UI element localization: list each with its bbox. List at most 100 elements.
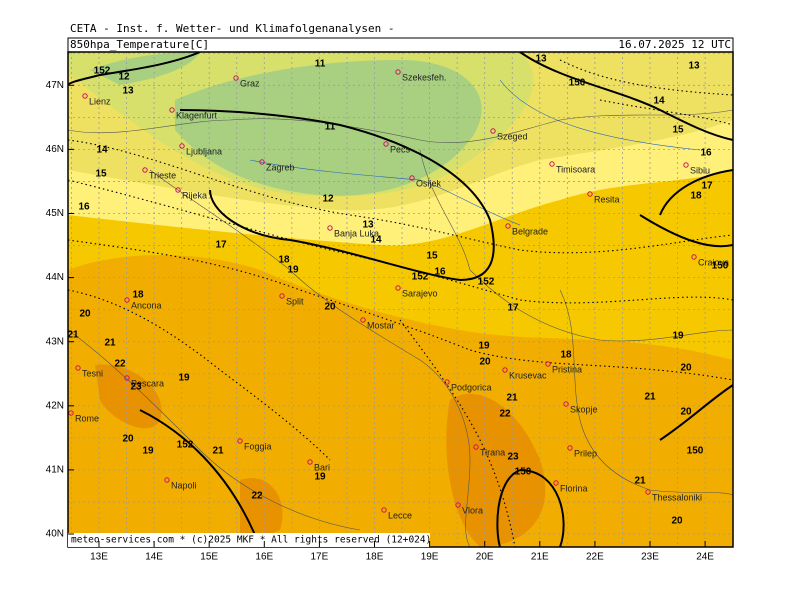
lon-label: 15E xyxy=(200,552,218,563)
contour-label: 150 xyxy=(712,261,729,272)
contour-label: 152 xyxy=(94,66,111,77)
lat-label: 42N xyxy=(46,400,64,411)
city-marker xyxy=(395,285,401,291)
city-label: Resita xyxy=(594,194,620,204)
city-label: Sarajevo xyxy=(402,288,438,298)
contour-label: 14 xyxy=(370,235,382,246)
city-label: Osijek xyxy=(416,178,442,188)
valid-time: 16.07.2025 12 UTC xyxy=(618,38,731,51)
city-label: Vlora xyxy=(462,505,483,515)
city-label: Szeged xyxy=(497,131,528,141)
field-coldest xyxy=(90,52,200,85)
parameter: 850hpa_Temperature[C] xyxy=(70,38,209,51)
city-label: Skopje xyxy=(570,404,598,414)
contour-label: 15 xyxy=(426,251,438,262)
city-marker xyxy=(179,143,185,149)
city-marker xyxy=(563,401,569,407)
contour-label: 18 xyxy=(132,290,144,301)
city-label: Podgorica xyxy=(451,382,492,392)
city-marker xyxy=(473,444,479,450)
city-label: Florina xyxy=(560,483,588,493)
city-marker xyxy=(645,489,651,495)
contour-label: 150 xyxy=(515,467,532,478)
city-label: Ancona xyxy=(131,300,162,310)
city-marker xyxy=(124,297,130,303)
city-marker xyxy=(169,107,175,113)
city-marker xyxy=(75,365,81,371)
field-hot xyxy=(446,393,546,547)
bold-isotherms xyxy=(68,52,733,547)
city-label: Graz xyxy=(240,78,260,88)
city-marker xyxy=(360,317,366,323)
axes: 47N 46N 45N 44N 43N 42N 41N 40N 13E 14E 15E 16E 17E 1… xyxy=(46,80,715,563)
contour-label: 17 xyxy=(701,181,713,192)
city-label: Tesni xyxy=(82,368,103,378)
city-marker xyxy=(553,480,559,486)
city-label: Krusevac xyxy=(509,370,547,380)
contour-label: 14 xyxy=(96,145,108,156)
city-marker xyxy=(233,75,239,81)
contour-label: 22 xyxy=(251,491,263,502)
contour-label: 16 xyxy=(434,267,446,278)
lat-label: 43N xyxy=(46,336,64,347)
contour-label: 20 xyxy=(479,357,491,368)
contour-label: 18 xyxy=(560,350,572,361)
city-marker xyxy=(444,379,450,385)
cities: Graz Szekesfeh. Lienz Klagenfurt Ljubljana Za… xyxy=(68,69,729,520)
lat-label: 45N xyxy=(46,208,64,219)
city-marker xyxy=(381,507,387,513)
contour-label: 13 xyxy=(688,61,700,72)
lon-label: 17E xyxy=(311,552,329,563)
city-marker xyxy=(259,159,265,165)
contour-label: 21 xyxy=(634,476,646,487)
city-marker xyxy=(549,161,555,167)
lat-label: 46N xyxy=(46,144,64,155)
city-label: Szekesfeh. xyxy=(402,72,447,82)
contour-label: 152 xyxy=(177,440,194,451)
city-marker xyxy=(490,128,496,134)
lon-label: 14E xyxy=(145,552,163,563)
contour-label: 19 xyxy=(287,265,299,276)
city-label: Split xyxy=(286,296,304,306)
contour-label: 150 xyxy=(569,78,586,89)
contour-label: 13 xyxy=(362,220,374,231)
city-label: Banja Luka xyxy=(334,228,379,238)
footer: meteo-services.com * (c)2025 MKF * All r… xyxy=(71,535,431,546)
contour-label: 17 xyxy=(507,303,519,314)
map-area: Graz Szekesfeh. Lienz Klagenfurt Ljubljana Za… xyxy=(68,52,733,547)
city-marker xyxy=(327,225,333,231)
city-marker xyxy=(279,293,285,299)
city-marker xyxy=(383,141,389,147)
field-coldest xyxy=(175,60,482,196)
city-label: Tirana xyxy=(480,447,505,457)
city-marker xyxy=(691,254,697,260)
contour-label: 14 xyxy=(653,96,665,107)
city-marker xyxy=(409,175,415,181)
contour-label: 22 xyxy=(114,359,126,370)
institute: CETA - Inst. f. Wetter- und Klimafolgena… xyxy=(70,22,395,35)
contour-label: 17 xyxy=(215,240,227,251)
lat-label: 40N xyxy=(46,529,64,540)
city-marker xyxy=(502,367,508,373)
contour-label: 20 xyxy=(671,516,683,527)
city-label: Craiova xyxy=(698,257,729,267)
city-label: Lienz xyxy=(89,96,111,106)
city-label: Trieste xyxy=(149,170,176,180)
city-marker xyxy=(395,69,401,75)
contour-label: 19 xyxy=(142,446,154,457)
city-marker xyxy=(68,410,74,416)
lon-label: 24E xyxy=(696,552,714,563)
city-marker xyxy=(124,375,130,381)
city-label: Thessaloniki xyxy=(652,492,702,502)
city-marker xyxy=(587,191,593,197)
contour-label: 13 xyxy=(535,54,547,65)
city-label: Timisoara xyxy=(556,164,595,174)
contour-label: 20 xyxy=(122,434,134,445)
contour-label: 18 xyxy=(278,255,290,266)
city-marker xyxy=(683,162,689,168)
contour-label: 15 xyxy=(95,169,107,180)
lon-label: 20E xyxy=(476,552,494,563)
city-label: Bari xyxy=(314,462,330,472)
contour-label: 19 xyxy=(314,472,326,483)
